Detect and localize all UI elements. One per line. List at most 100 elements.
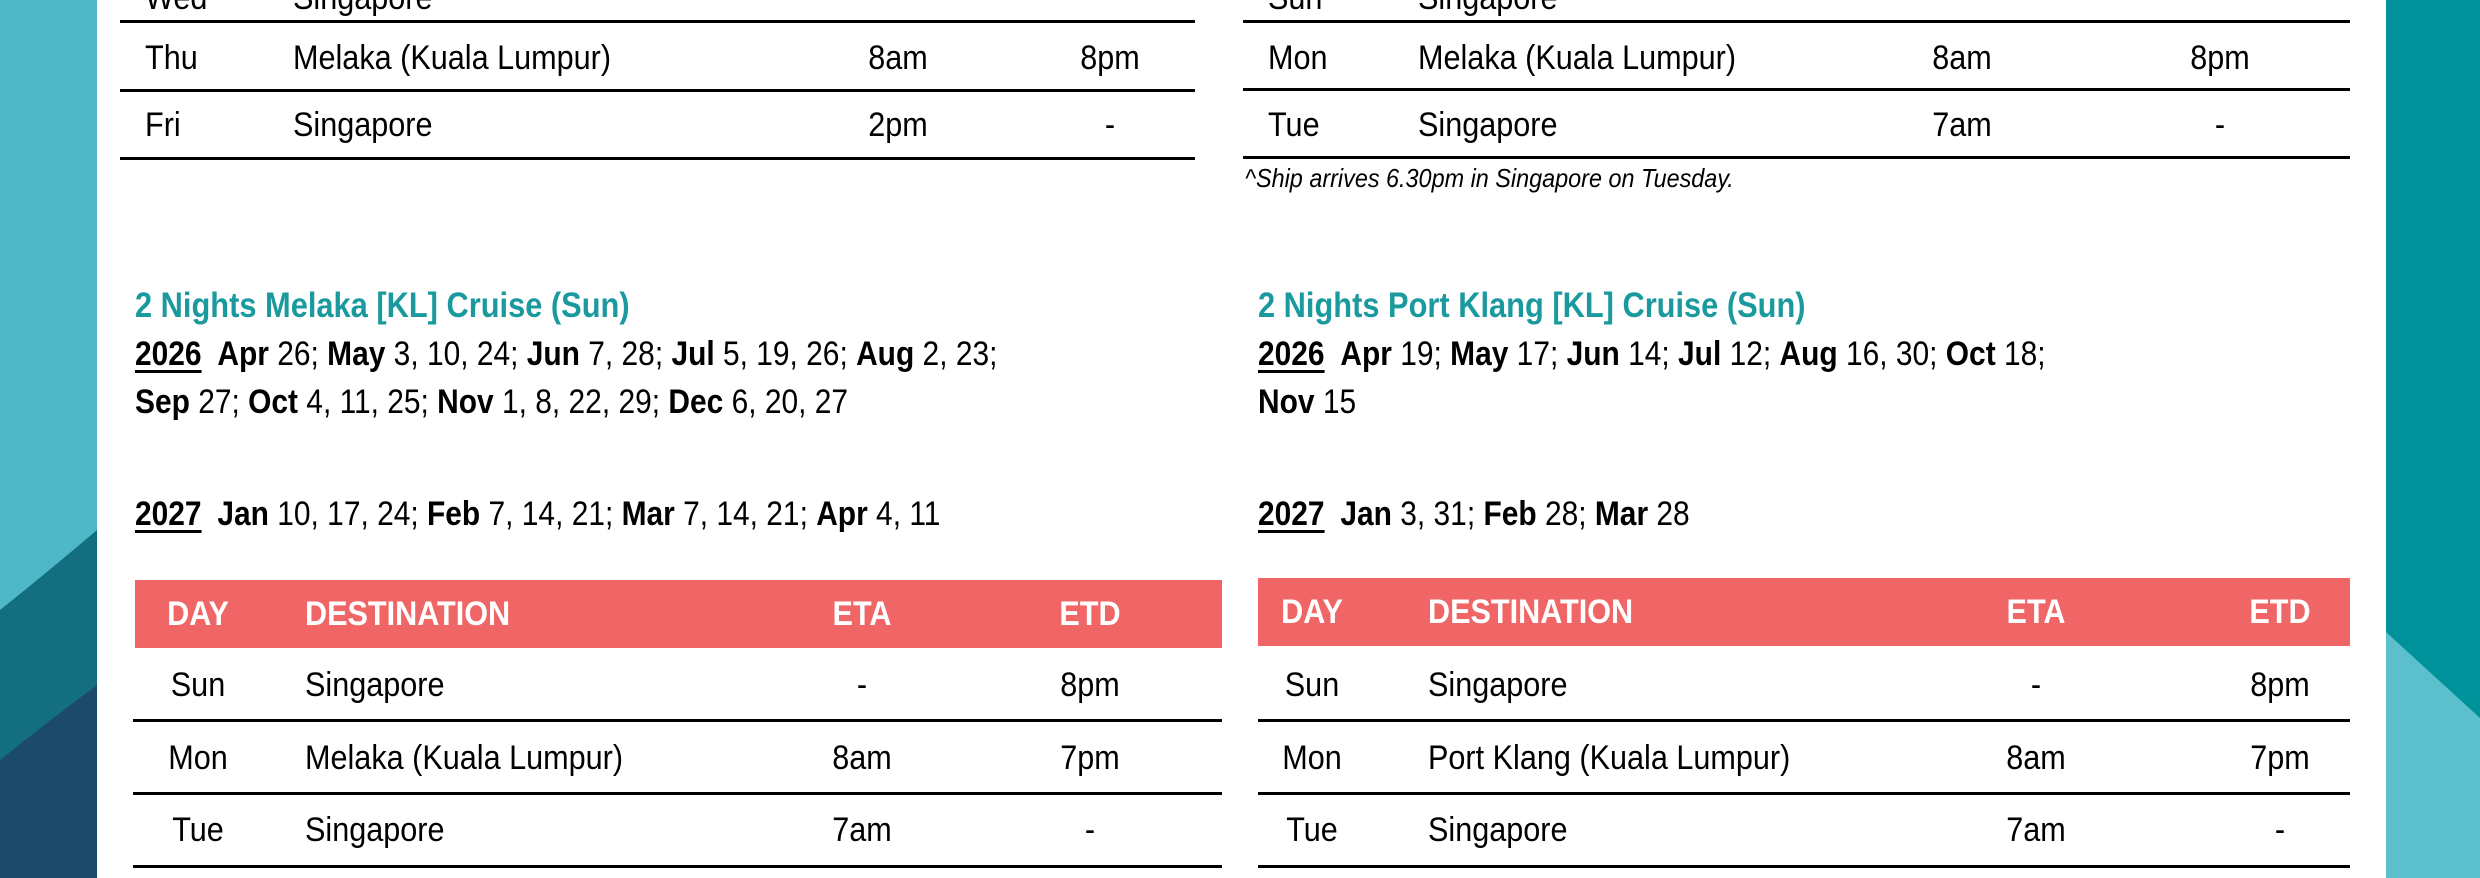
day-numbers: 16, 30; — [1837, 335, 1946, 373]
destination-cell: Singapore — [1428, 666, 1568, 704]
eta-cell: - — [2030, 666, 2042, 704]
day-numbers: 19; — [1391, 335, 1451, 373]
etd-cell: 8pm — [2250, 666, 2310, 704]
day-numbers: 26; — [268, 335, 328, 373]
header-destination: DESTINATION — [305, 595, 511, 633]
year-label: 2027 — [135, 495, 202, 533]
day-cell: Sun — [1268, 0, 1322, 18]
row-divider — [1258, 865, 2350, 868]
day-numbers: 5, 19, 26; — [714, 335, 857, 373]
day-numbers: 2, 23; — [914, 335, 998, 373]
eta-cell: 7am — [2006, 811, 2066, 849]
month-label: Feb — [1483, 495, 1537, 533]
month-label: Jul — [1678, 335, 1722, 373]
day-numbers: 14; — [1619, 335, 1679, 373]
eta-cell: 2pm — [868, 106, 928, 144]
month-label: Jan — [217, 495, 269, 533]
row-divider — [133, 865, 1222, 868]
month-label: Jul — [671, 335, 715, 373]
day-cell: Wed — [145, 0, 207, 18]
header-destination: DESTINATION — [1428, 593, 1634, 631]
etd-cell: 7pm — [1060, 739, 1120, 777]
day-numbers: 7, 14, 21; — [480, 495, 622, 533]
destination-cell: Singapore — [293, 0, 433, 18]
destination-cell: Singapore — [1428, 811, 1568, 849]
row-divider — [120, 157, 1195, 160]
row-divider — [1243, 88, 2350, 91]
day-cell: Tue — [1268, 106, 1320, 144]
date-list: Apr 19; May 17; Jun 14; Jul 12; Aug 16, … — [1258, 335, 2046, 421]
day-cell: Thu — [145, 39, 198, 77]
destination-cell: Melaka (Kuala Lumpur) — [1418, 39, 1737, 77]
destination-cell: Melaka (Kuala Lumpur) — [305, 739, 624, 777]
year-label: 2026 — [1258, 335, 1325, 373]
dates-2026: 2026 Apr 26; May 3, 10, 24; Jun 7, 28; Ju… — [135, 330, 1191, 426]
destination-cell: Singapore — [293, 106, 433, 144]
etd-cell: - — [1084, 811, 1096, 849]
eta-cell: - — [856, 666, 868, 704]
month-label: Jun — [526, 335, 580, 373]
day-numbers: 3, 10, 24; — [385, 335, 527, 373]
month-label: Oct — [1945, 335, 1996, 373]
month-label: Jun — [1566, 335, 1620, 373]
right-decorative-band — [2386, 0, 2480, 878]
day-numbers: 28 — [1648, 495, 1690, 533]
day-numbers: 18; — [1995, 335, 2046, 373]
month-label: Apr — [816, 495, 868, 533]
day-numbers: 6, 20, 27 — [723, 383, 849, 421]
month-label: Dec — [668, 383, 724, 421]
year-label: 2026 — [135, 335, 202, 373]
header-etd: ETD — [1059, 595, 1121, 633]
header-eta: ETA — [832, 595, 892, 633]
date-list: Apr 26; May 3, 10, 24; Jun 7, 28; Jul 5,… — [135, 335, 997, 421]
destination-cell: Melaka (Kuala Lumpur) — [293, 39, 612, 77]
destination-cell: Singapore — [305, 811, 445, 849]
month-label: Sep — [135, 383, 190, 421]
eta-cell: 7am — [1932, 106, 1992, 144]
row-divider — [1243, 20, 2350, 23]
left-decorative-band — [0, 0, 97, 878]
destination-cell: Singapore — [305, 666, 445, 704]
day-cell: Sun — [170, 666, 226, 704]
dates-2027: 2027 Jan 10, 17, 24; Feb 7, 14, 21; Mar 7… — [135, 490, 940, 538]
row-divider — [133, 719, 1222, 722]
eta-cell: 8am — [2006, 739, 2066, 777]
day-numbers: 27; — [189, 383, 249, 421]
etd-cell: 8pm — [1060, 666, 1120, 704]
destination-cell: Port Klang (Kuala Lumpur) — [1428, 739, 1791, 777]
etd-cell: - — [1104, 106, 1116, 144]
destination-cell: Singapore — [1418, 106, 1558, 144]
row-divider — [120, 89, 1195, 92]
header-day: DAY — [167, 595, 229, 633]
row-divider — [120, 20, 1195, 23]
day-cell: Mon — [168, 739, 228, 777]
table-header: DAY DESTINATION ETA ETD — [135, 580, 1222, 648]
eta-cell: 8am — [868, 39, 928, 77]
day-numbers: 4, 11 — [867, 495, 941, 533]
day-cell: Fri — [145, 106, 181, 144]
month-label: Oct — [248, 383, 298, 421]
row-divider — [1243, 156, 2350, 159]
day-cell: Tue — [1286, 811, 1338, 849]
eta-cell: 7am — [832, 811, 892, 849]
etd-cell: 7pm — [2250, 739, 2310, 777]
header-etd: ETD — [2249, 593, 2311, 631]
day-numbers: 12; — [1721, 335, 1780, 373]
date-list: Jan 3, 31; Feb 28; Mar 28 — [1340, 495, 1689, 533]
eta-cell: 8am — [832, 739, 892, 777]
year-label: 2027 — [1258, 495, 1325, 533]
section-heading: 2 Nights Melaka [KL] Cruise (Sun) — [135, 286, 630, 325]
day-numbers: 1, 8, 22, 29; — [493, 383, 669, 421]
day-cell: Tue — [172, 811, 224, 849]
dates-2027: 2027 Jan 3, 31; Feb 28; Mar 28 — [1258, 490, 1690, 538]
day-numbers: 10, 17, 24; — [268, 495, 428, 533]
day-cell: Mon — [1282, 739, 1342, 777]
date-list: Jan 10, 17, 24; Feb 7, 14, 21; Mar 7, 14… — [217, 495, 940, 533]
eta-cell: 8am — [1932, 39, 1992, 77]
day-numbers: 28; — [1536, 495, 1595, 533]
month-label: Aug — [856, 335, 915, 373]
day-numbers: 17; — [1508, 335, 1567, 373]
destination-cell: Singapore — [1418, 0, 1558, 18]
footnote: ^Ship arrives 6.30pm in Singapore on Tue… — [1245, 163, 1734, 193]
day-cell: Sun — [1284, 666, 1340, 704]
